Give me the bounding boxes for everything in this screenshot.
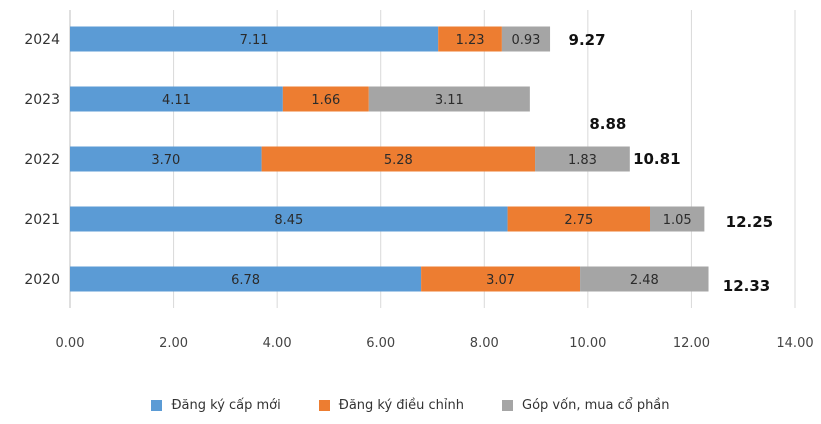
bar-value-label: 2.48 [630,273,659,288]
total-label: 12.25 [726,213,773,231]
bar-value-label: 3.70 [151,153,180,168]
category-label: 2023 [24,92,60,108]
bar-value-label: 1.66 [311,93,340,108]
x-tick-label: 0.00 [56,336,85,351]
legend-item-new-registration: Đăng ký cấp mới [151,398,280,413]
x-tick-label: 8.00 [470,336,499,351]
x-tick-label: 4.00 [263,336,292,351]
bar-value-label: 8.45 [274,213,303,228]
x-tick-label: 2.00 [159,336,188,351]
total-label: 10.81 [633,150,680,168]
bar-value-label: 2.75 [564,213,593,228]
bar-value-label: 3.11 [435,93,464,108]
category-label: 2021 [24,212,60,228]
legend-swatch-new-registration [151,400,162,411]
total-label: 9.27 [569,31,606,49]
bar-value-label: 1.83 [568,153,597,168]
legend-label-capital-contribution: Góp vốn, mua cổ phần [522,398,670,413]
total-label: 8.88 [589,115,626,133]
legend-label-new-registration: Đăng ký cấp mới [171,398,280,413]
x-tick-label: 10.00 [569,336,606,351]
bar-value-label: 3.07 [486,273,515,288]
category-label: 2020 [24,272,60,288]
legend-item-adjusted-registration: Đăng ký điều chỉnh [319,398,464,413]
x-tick-label: 6.00 [366,336,395,351]
legend-label-adjusted-registration: Đăng ký điều chỉnh [339,398,464,413]
legend-swatch-capital-contribution [502,400,513,411]
bar-value-label: 1.23 [456,33,485,48]
category-label: 2022 [24,152,60,168]
bar-value-label: 1.05 [663,213,692,228]
bar-value-label: 5.28 [384,153,413,168]
bar-value-label: 4.11 [162,93,191,108]
legend-item-capital-contribution: Góp vốn, mua cổ phần [502,398,670,413]
total-label: 12.33 [723,277,770,295]
chart-legend: Đăng ký cấp mới Đăng ký điều chỉnh Góp v… [0,398,821,413]
bar-value-label: 7.11 [240,33,269,48]
category-label: 2024 [24,32,60,48]
bar-value-label: 0.93 [511,33,540,48]
x-tick-label: 12.00 [673,336,710,351]
bar-value-label: 6.78 [231,273,260,288]
x-tick-label: 14.00 [776,336,813,351]
legend-swatch-adjusted-registration [319,400,330,411]
